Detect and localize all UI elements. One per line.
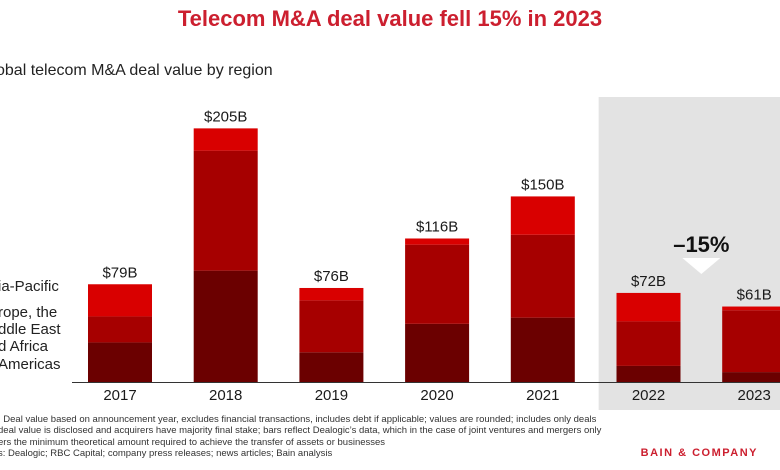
bar-2023-asia-pacific	[722, 306, 780, 311]
total-label-2017: $79B	[102, 264, 137, 281]
chevron-down-icon	[682, 258, 721, 274]
brand-logo-text: BAIN & COMPANY	[640, 447, 758, 459]
x-tick-label-2019: 2019	[315, 387, 348, 404]
x-tick-label-2023: 2023	[738, 387, 771, 404]
bar-2020-americas	[405, 323, 470, 382]
change-annotation-label: –15%	[673, 232, 729, 257]
bar-2022-asia-pacific	[616, 292, 681, 322]
bar-2021-europe-the-middle-east-and-africa	[510, 234, 575, 318]
bar-2017-asia-pacific	[88, 284, 152, 317]
bar-2018-asia-pacific	[193, 128, 258, 151]
bar-2022-americas	[616, 365, 681, 382]
total-label-2019: $76B	[314, 268, 349, 285]
footnote-line-2: deal value is disclosed and acquirers ha…	[0, 425, 602, 437]
bar-2021-americas	[510, 317, 575, 382]
legend-emea-line3: d Africa	[0, 338, 49, 355]
x-tick-label-2018: 2018	[209, 387, 242, 404]
footnote-line-3: ers the minimum theoretical amount requi…	[0, 436, 386, 448]
bar-2020-asia-pacific	[405, 238, 470, 245]
bar-2018-americas	[193, 270, 258, 382]
chart-subtitle: obal telecom M&A deal value by region	[0, 62, 273, 79]
bar-2022-europe-the-middle-east-and-africa	[616, 321, 681, 366]
bar-2019-americas	[299, 352, 364, 382]
legend-emea-line1: rope, the	[0, 304, 58, 321]
x-tick-label-2021: 2021	[526, 387, 559, 404]
chart-title: Telecom M&A deal value fell 15% in 2023	[177, 6, 603, 31]
x-tick-label-2017: 2017	[103, 387, 136, 404]
x-tick-label-2022: 2022	[632, 387, 665, 404]
x-tick-label-2020: 2020	[420, 387, 453, 404]
bar-2017-europe-the-middle-east-and-africa	[88, 316, 152, 343]
legend-emea-line2: ddle East	[0, 321, 61, 338]
total-label-2018: $205B	[204, 108, 247, 125]
legend-americas: Americas	[0, 356, 61, 373]
footnote-line-4: s: Dealogic; RBC Capital; company press …	[0, 448, 333, 460]
total-label-2020: $116B	[416, 218, 458, 235]
bar-2023-europe-the-middle-east-and-africa	[722, 310, 780, 373]
total-label-2021: $150B	[521, 176, 564, 193]
total-label-2023: $61B	[737, 287, 772, 304]
footnote: : Deal value based on announcement year,…	[0, 414, 648, 460]
footnote-line-1: : Deal value based on announcement year,…	[0, 414, 597, 425]
bar-2019-europe-the-middle-east-and-africa	[299, 300, 364, 353]
bar-2020-europe-the-middle-east-and-africa	[405, 244, 470, 324]
bar-2017-americas	[88, 342, 152, 382]
bar-2023-americas	[722, 372, 780, 382]
bar-2021-asia-pacific	[510, 196, 575, 235]
bar-2018-europe-the-middle-east-and-africa	[193, 150, 258, 271]
total-label-2022: $72B	[631, 273, 666, 290]
bar-2019-asia-pacific	[299, 287, 364, 301]
legend-asia-pacific: ia-Pacific	[0, 278, 59, 295]
